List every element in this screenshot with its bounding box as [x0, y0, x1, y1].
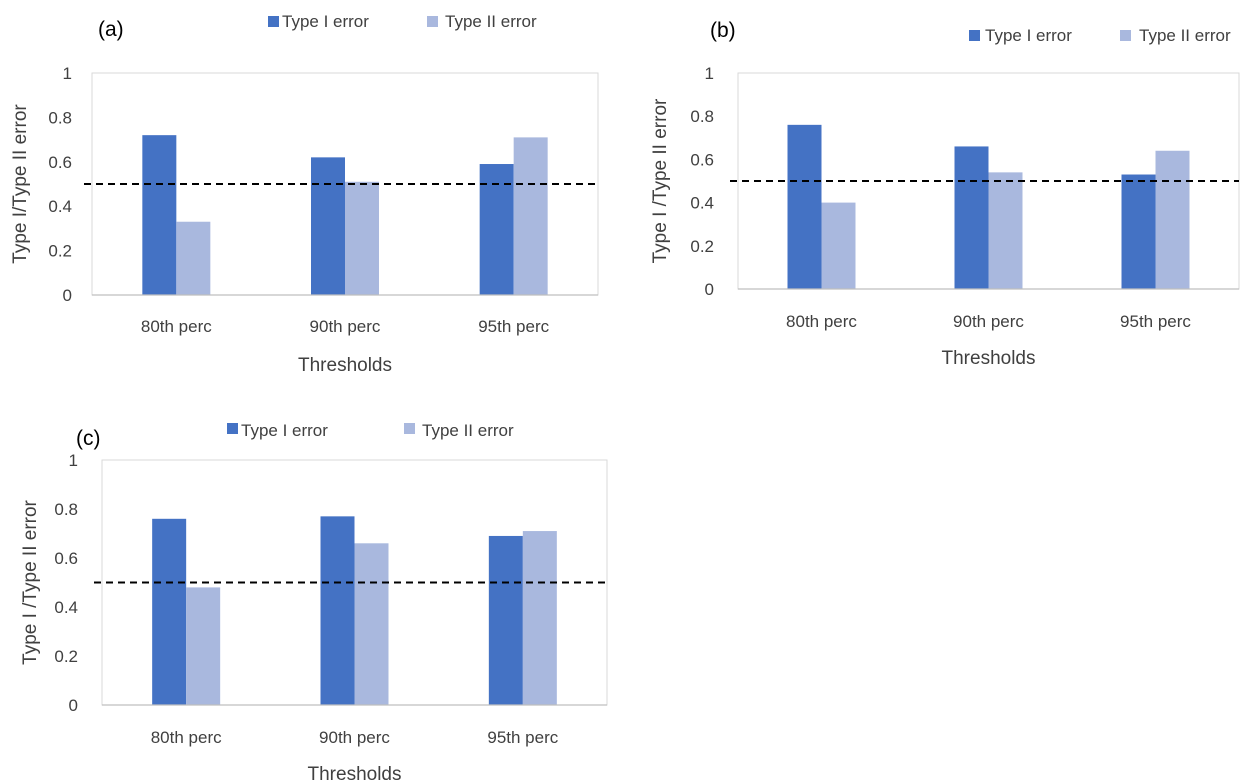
bar	[345, 181, 379, 295]
y-axis-title: Type I /Type II error	[20, 499, 41, 664]
y-tick-label: 0.6	[690, 150, 714, 169]
y-tick-label: 0	[705, 280, 714, 299]
x-tick-label: 80th perc	[786, 312, 857, 331]
x-tick-label: 95th perc	[1120, 312, 1191, 331]
legend-label: Type II error	[445, 12, 537, 31]
bar	[513, 137, 548, 295]
x-axis-title: Thresholds	[298, 355, 392, 376]
legend-label: Type I error	[985, 26, 1072, 45]
legend-swatch	[427, 16, 438, 27]
y-tick-label: 0.6	[54, 549, 78, 568]
bar	[954, 146, 989, 289]
y-tick-label: 0.8	[54, 500, 78, 519]
y-tick-label: 0.4	[48, 197, 72, 216]
legend-swatch	[404, 423, 415, 434]
y-tick-label: 0.6	[48, 153, 72, 172]
y-tick-label: 1	[69, 451, 78, 470]
bar	[186, 587, 221, 705]
y-tick-label: 0.2	[54, 647, 78, 666]
legend-swatch	[969, 30, 980, 41]
y-tick-label: 1	[705, 64, 714, 83]
bar	[1121, 174, 1156, 289]
x-tick-label: 90th perc	[310, 317, 381, 336]
x-tick-label: 80th perc	[151, 728, 222, 747]
legend-label: Type I error	[241, 421, 328, 440]
x-axis-title: Thresholds	[942, 348, 1036, 369]
bar	[311, 157, 345, 295]
x-tick-label: 90th perc	[319, 728, 390, 747]
y-axis-title: Type I/Type II error	[10, 104, 31, 264]
bar	[152, 518, 187, 705]
y-tick-label: 0.2	[48, 242, 72, 261]
y-tick-label: 0.2	[690, 237, 714, 256]
legend-swatch	[268, 16, 279, 27]
bar	[522, 531, 557, 705]
x-axis-title: Thresholds	[308, 764, 402, 783]
y-tick-label: 0.4	[690, 194, 714, 213]
bar	[988, 172, 1023, 289]
bar	[479, 164, 514, 295]
y-tick-label: 0.4	[54, 598, 78, 617]
y-tick-label: 1	[63, 64, 72, 83]
x-tick-label: 80th perc	[141, 317, 212, 336]
legend-label: Type II error	[1139, 26, 1231, 45]
x-tick-label: 95th perc	[487, 728, 558, 747]
bar	[142, 135, 177, 295]
legend-label: Type II error	[422, 421, 514, 440]
legend-swatch	[227, 423, 238, 434]
panel-label: (b)	[710, 19, 736, 42]
bar	[176, 221, 211, 295]
y-tick-label: 0	[63, 286, 72, 305]
x-tick-label: 95th perc	[478, 317, 549, 336]
bar	[787, 124, 822, 289]
bar	[821, 202, 856, 289]
y-tick-label: 0	[69, 696, 78, 715]
legend-swatch	[1120, 30, 1131, 41]
y-tick-label: 0.8	[48, 108, 72, 127]
x-tick-label: 90th perc	[953, 312, 1024, 331]
bar	[488, 535, 523, 705]
legend-label: Type I error	[282, 12, 369, 31]
bar	[320, 516, 355, 705]
panel-label: (c)	[76, 427, 101, 450]
y-tick-label: 0.8	[690, 107, 714, 126]
bar	[354, 543, 389, 705]
panel-label: (a)	[98, 18, 124, 41]
bar	[1155, 150, 1190, 289]
y-axis-title: Type I /Type II error	[650, 98, 671, 263]
